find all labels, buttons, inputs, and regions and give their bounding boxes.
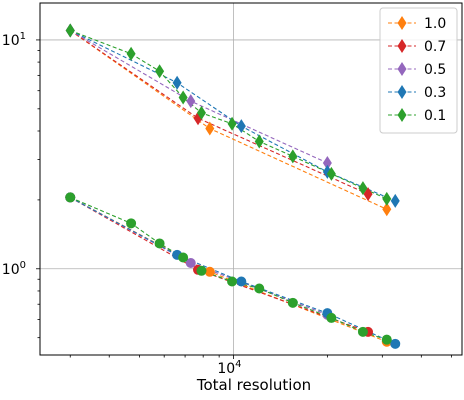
data-point-diamond	[326, 166, 336, 181]
legend-marker	[397, 62, 407, 76]
data-point-circle	[390, 338, 401, 349]
legend-marker	[397, 108, 407, 122]
data-point-diamond	[172, 75, 182, 90]
data-point-circle	[65, 192, 76, 203]
y-tick-label: 100	[2, 260, 26, 278]
data-point-diamond	[322, 155, 332, 170]
data-point-circle	[204, 266, 215, 277]
legend-label: 0.5	[424, 62, 446, 78]
data-point-circle	[287, 297, 298, 308]
data-point-diamond	[186, 94, 196, 109]
data-point-diamond	[288, 149, 298, 164]
data-point-circle	[236, 276, 247, 287]
legend-label: 0.1	[424, 108, 446, 124]
legend-label: 0.3	[424, 85, 446, 101]
data-point-diamond	[227, 116, 237, 131]
y-tick-label: 101	[2, 31, 26, 49]
data-point-circle	[185, 257, 196, 268]
data-point-circle	[196, 265, 207, 276]
plot-frame	[39, 2, 463, 356]
legend-label: 0.7	[424, 39, 446, 55]
x-axis-label: Total resolution	[196, 376, 311, 394]
legend-label: 1.0	[424, 16, 446, 32]
data-point-diamond	[382, 202, 392, 217]
data-point-circle	[126, 218, 137, 229]
data-point-diamond	[254, 134, 264, 149]
data-point-diamond	[126, 46, 136, 61]
data-point-diamond	[382, 191, 392, 206]
data-point-circle	[357, 326, 368, 337]
legend-marker	[397, 16, 407, 30]
data-point-diamond	[196, 105, 206, 120]
data-point-diamond	[358, 181, 368, 196]
x-tick-label: 104	[217, 359, 241, 377]
legend: 1.0 0.7 0.5 0.3 0.1	[379, 7, 458, 134]
data-point-circle	[254, 283, 265, 294]
legend-box	[379, 7, 458, 134]
data-point-circle	[227, 276, 238, 287]
data-point-diamond	[390, 193, 400, 208]
data-point-diamond	[65, 23, 75, 38]
data-point-diamond	[236, 119, 246, 134]
data-point-circle	[154, 238, 165, 249]
series-markers	[65, 23, 401, 349]
data-point-circle	[326, 312, 337, 323]
axis-ticks: 104 100 101	[2, 31, 452, 377]
legend-marker	[397, 85, 407, 99]
data-point-diamond	[155, 64, 165, 79]
legend-marker	[397, 39, 407, 53]
data-point-circle	[178, 252, 189, 263]
data-point-diamond	[178, 90, 188, 105]
data-point-diamond	[205, 121, 215, 136]
data-point-circle	[381, 334, 392, 345]
